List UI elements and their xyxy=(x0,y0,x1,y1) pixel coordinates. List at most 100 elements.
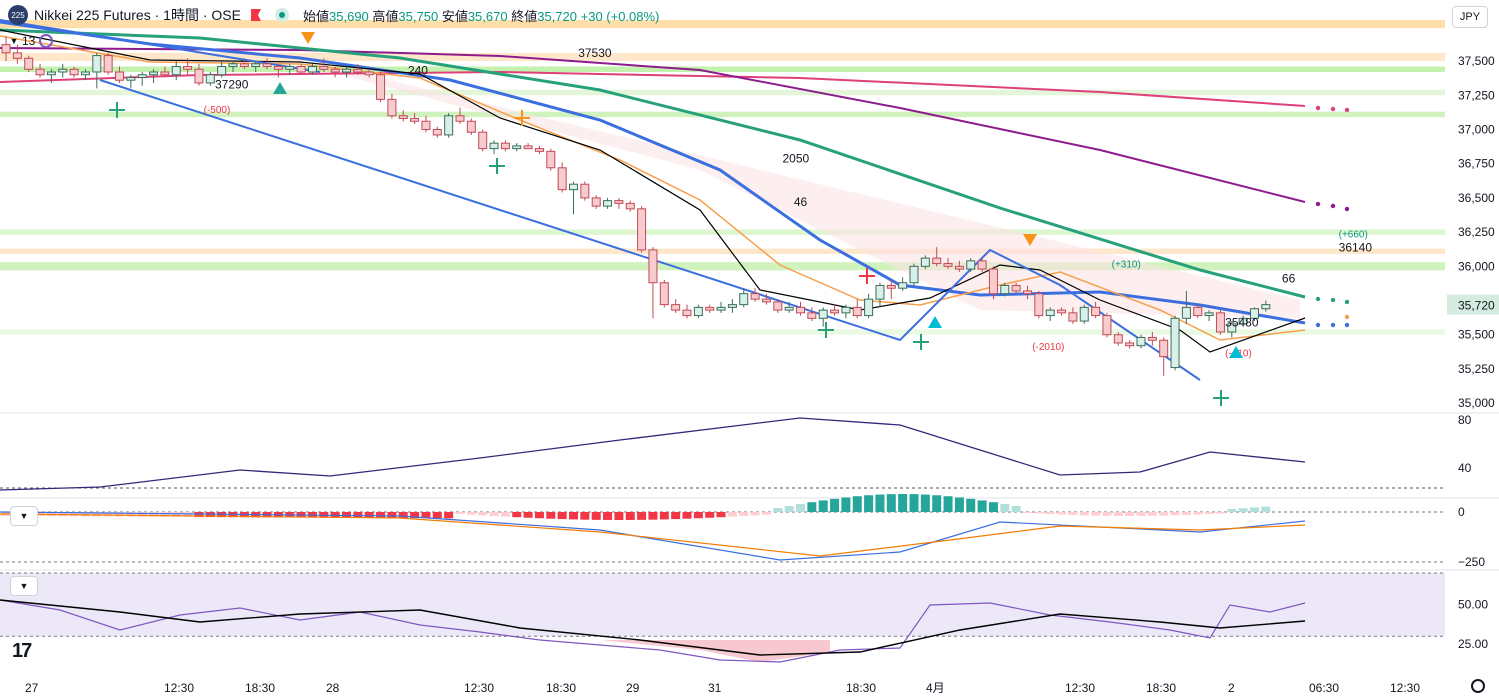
ema-green-line xyxy=(0,28,1306,299)
macd-histogram-bar xyxy=(126,512,136,517)
macd-histogram-bar xyxy=(580,512,590,520)
candle-down-body xyxy=(273,66,283,70)
macd-histogram-bar xyxy=(149,512,159,517)
price-axis-label: 36,000 xyxy=(1458,259,1495,273)
candle xyxy=(330,66,340,78)
candle-down-body xyxy=(943,263,953,267)
candle-down-body xyxy=(1091,306,1101,317)
candle xyxy=(307,63,317,75)
macd-histogram-bar xyxy=(1113,512,1123,516)
price-axis-label: 36,500 xyxy=(1458,191,1495,205)
time-axis-label: 12:30 xyxy=(464,681,494,695)
price-zone xyxy=(0,66,1445,72)
indicator-value: 13 xyxy=(22,34,36,48)
candle xyxy=(909,263,919,286)
candle xyxy=(410,113,420,124)
cycle-icon[interactable] xyxy=(39,34,54,48)
macd-histogram-bar xyxy=(364,512,374,518)
projection-dot xyxy=(1344,322,1350,328)
macd-histogram-bar xyxy=(183,512,193,517)
macd-signal-line xyxy=(0,513,1306,557)
chevron-down-icon: ▼ xyxy=(19,511,29,521)
candle-down-body xyxy=(262,63,272,68)
candle-up-body xyxy=(1204,312,1214,317)
candle xyxy=(773,299,783,313)
macd-histogram-bar xyxy=(1011,506,1021,512)
macd-histogram-bar xyxy=(830,498,840,512)
candle xyxy=(1034,290,1044,319)
chevron-down-icon[interactable]: ▼ xyxy=(9,36,19,46)
candle-down-body xyxy=(500,142,510,150)
candle-down-body xyxy=(421,120,431,130)
rsi-pane-collapse-button[interactable]: ▼ xyxy=(10,576,38,596)
macd-histogram-bar xyxy=(455,512,465,514)
candle xyxy=(591,195,601,209)
candle xyxy=(228,61,238,72)
candle xyxy=(273,63,283,78)
candle xyxy=(830,304,840,316)
candle-down-body xyxy=(466,120,476,133)
macd-histogram-bar xyxy=(1147,512,1157,516)
projection-dot xyxy=(1344,314,1350,320)
macd-pane-collapse-button[interactable]: ▼ xyxy=(10,506,38,526)
macd-histogram-bar xyxy=(796,504,805,512)
candle xyxy=(1,36,11,62)
price-annotation: (-2010) xyxy=(1032,342,1064,353)
volume-axis-label: 40 xyxy=(1458,461,1472,475)
candle-up-body xyxy=(966,260,976,270)
macd-histogram-bar xyxy=(1034,512,1044,514)
candle xyxy=(217,61,227,78)
candle-down-body xyxy=(671,304,681,311)
buy-signal-icon xyxy=(1229,346,1243,358)
last-price-box xyxy=(1447,294,1499,315)
candle-up-body xyxy=(444,115,454,136)
gear-icon[interactable] xyxy=(1471,679,1485,693)
market-status-icon[interactable] xyxy=(275,8,289,22)
ema-pink-line xyxy=(0,70,1306,107)
candle-down-body xyxy=(455,115,465,122)
exchange-label: OSE xyxy=(211,7,241,23)
macd-histogram-bar xyxy=(1261,506,1271,512)
macd-axis-label: −250 xyxy=(1458,555,1485,569)
cross-marker-icon xyxy=(859,268,875,284)
flag-icon[interactable] xyxy=(251,9,261,21)
macd-histogram-bar xyxy=(1204,512,1214,515)
candle xyxy=(614,197,624,209)
candle xyxy=(262,58,272,70)
projection-dot xyxy=(1315,296,1321,302)
candle-down-body xyxy=(988,268,998,295)
candle-down-body xyxy=(69,68,79,76)
candle xyxy=(954,260,964,272)
candle-down-body xyxy=(376,74,386,100)
interval-label[interactable]: 1時間 xyxy=(163,7,199,23)
candle-down-body xyxy=(160,71,170,76)
candle xyxy=(353,63,363,75)
candle xyxy=(80,69,90,81)
price-annotation: 66 xyxy=(1282,272,1296,286)
macd-histogram-bar xyxy=(886,494,896,512)
price-annotation: 2050 xyxy=(783,151,810,165)
candle-down-body xyxy=(410,118,420,122)
macd-histogram-bar xyxy=(591,512,601,520)
candle xyxy=(1045,307,1055,322)
macd-histogram-bar xyxy=(977,500,987,512)
symbol-name[interactable]: Nikkei 225 Futures xyxy=(34,7,151,23)
price-annotation: 46 xyxy=(794,195,808,209)
candle-up-body xyxy=(1079,306,1089,322)
candle-down-body xyxy=(387,98,397,117)
price-zone xyxy=(0,20,1445,29)
ema-channel-fill xyxy=(330,66,1300,318)
cross-marker-icon xyxy=(913,334,929,350)
candle xyxy=(739,288,749,308)
candle xyxy=(659,280,669,308)
macd-histogram-bar xyxy=(1091,512,1101,516)
candle-down-body xyxy=(1147,336,1157,341)
tradingview-logo-icon[interactable]: 17 xyxy=(12,640,32,662)
macd-histogram-bar xyxy=(444,512,454,519)
currency-selector[interactable]: JPY xyxy=(1452,6,1488,28)
candle-down-body xyxy=(648,249,658,284)
candle-down-body xyxy=(659,282,669,306)
macd-histogram-bar xyxy=(898,494,908,512)
sell-signal-icon xyxy=(301,32,315,44)
